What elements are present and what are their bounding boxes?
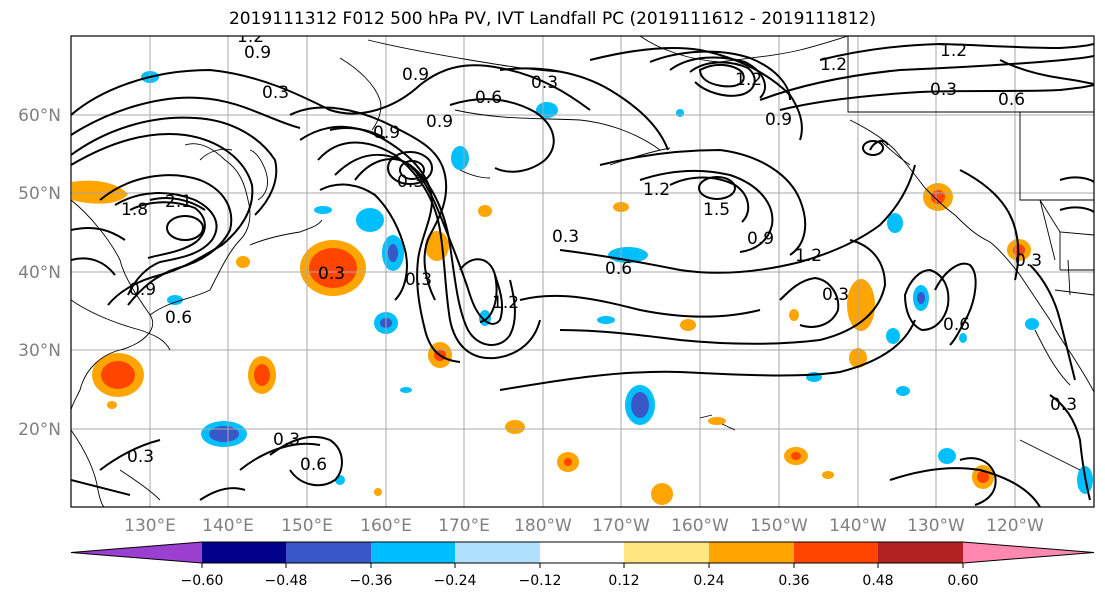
contour-label: 0.3 (127, 447, 154, 467)
lon-label: 150°W (750, 516, 808, 536)
contour-label: 0.3 (1015, 251, 1042, 271)
colorbar-segment (371, 542, 455, 563)
colorbar-segment (709, 542, 794, 563)
colorbar-segment (202, 542, 286, 563)
pc-shading (72, 71, 1093, 505)
contour-label: 0.3 (397, 172, 424, 192)
lon-label: 150°E (281, 516, 333, 536)
contour-label: 0.3 (262, 83, 289, 103)
contour-label: 0.3 (552, 227, 579, 247)
colorbar-tick-label: −0.48 (265, 573, 308, 589)
contour-label: 0.9 (747, 229, 774, 249)
contour-label: 0.6 (165, 308, 192, 328)
map-title: 2019111312 F012 500 hPa PV, IVT Landfall… (228, 9, 876, 29)
colorbar-tick-label: 0.24 (693, 573, 724, 589)
coastlines (71, 36, 1094, 507)
contour-label: 1.2 (735, 70, 762, 90)
colorbar-segment (71, 542, 202, 563)
contour-label: 0.3 (405, 270, 432, 290)
lon-label: 170°E (438, 516, 490, 536)
contour-label: 0.3 (318, 264, 345, 284)
lon-axis: 130°E 140°E 150°E 160°E 170°E 180°W 170°… (124, 516, 1044, 536)
colorbar-segment (624, 542, 709, 563)
colorbar-segment (794, 542, 878, 563)
lon-label: 140°W (829, 516, 887, 536)
lon-label: 120°W (986, 516, 1044, 536)
contour-label: 1.2 (940, 41, 967, 61)
contour-labels: 1.2 0.9 0.3 0.9 0.3 0.6 0.9 0.9 0.3 1.2 … (121, 27, 1077, 475)
contour-label: 0.9 (402, 65, 429, 85)
contour-label: 0.3 (930, 80, 957, 100)
lat-label: 60°N (18, 106, 61, 126)
lat-label: 20°N (18, 420, 61, 440)
pv-contours (71, 42, 1094, 507)
contour-label: 0.6 (943, 315, 970, 335)
contour-label: 0.9 (244, 43, 271, 63)
lon-label: 160°W (671, 516, 729, 536)
lon-label: 180°W (514, 516, 572, 536)
colorbar-segment (540, 542, 624, 563)
colorbar-segment (286, 542, 371, 563)
contour-label: 0.6 (998, 90, 1025, 110)
contour-label: 0.9 (765, 110, 792, 130)
lat-label: 30°N (18, 341, 61, 361)
contour-label: 1.8 (121, 200, 148, 220)
lon-label: 140°E (202, 516, 254, 536)
lat-label: 40°N (18, 263, 61, 283)
colorbar-segment (963, 542, 1094, 563)
lon-label: 130°E (124, 516, 176, 536)
contour-label: 1.2 (820, 55, 847, 75)
contour-label: 0.9 (426, 112, 453, 132)
contour-label: 0.9 (129, 280, 156, 300)
colorbar-tick-label: 0.48 (862, 573, 893, 589)
colorbar-tick-label: −0.36 (350, 573, 393, 589)
colorbar-tick-label: 0.36 (778, 573, 809, 589)
map-frame (70, 35, 1095, 508)
lon-label: 130°W (907, 516, 965, 536)
colorbar-tick-label: 0.60 (947, 573, 978, 589)
contour-label: 1.2 (237, 27, 264, 47)
colorbar-ticks: −0.60 −0.48 −0.36 −0.24 −0.12 0.12 0.24 … (181, 573, 979, 589)
contour-label: 1.2 (643, 180, 670, 200)
lon-label: 170°W (592, 516, 650, 536)
lon-label: 160°E (360, 516, 412, 536)
contour-label: 0.3 (273, 430, 300, 450)
colorbar (70, 541, 1095, 568)
contour-label: 1.5 (703, 200, 730, 220)
lat-axis: 60°N 50°N 40°N 30°N 20°N (18, 106, 61, 440)
colorbar-tick-label: −0.24 (434, 573, 477, 589)
colorbar-tick-label: 0.12 (608, 573, 639, 589)
contour-label: 0.6 (605, 259, 632, 279)
colorbar-segment (455, 542, 540, 563)
colorbar-tick-label: −0.60 (181, 573, 224, 589)
contour-label: 1.2 (795, 246, 822, 266)
lat-label: 50°N (18, 184, 61, 204)
contour-label: 0.3 (531, 73, 558, 93)
contour-label: 0.6 (475, 88, 502, 108)
contour-label: 1.2 (492, 293, 519, 313)
contour-label: 2.1 (165, 192, 192, 212)
colorbar-tick-label: −0.12 (519, 573, 562, 589)
contour-label: 0.3 (822, 285, 849, 305)
colorbar-segment (878, 542, 963, 563)
contour-label: 0.3 (1050, 395, 1077, 415)
contour-label: 0.9 (373, 123, 400, 143)
contour-label: 0.6 (300, 455, 327, 475)
